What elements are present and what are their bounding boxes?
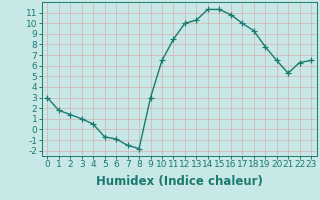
X-axis label: Humidex (Indice chaleur): Humidex (Indice chaleur) <box>96 175 263 188</box>
